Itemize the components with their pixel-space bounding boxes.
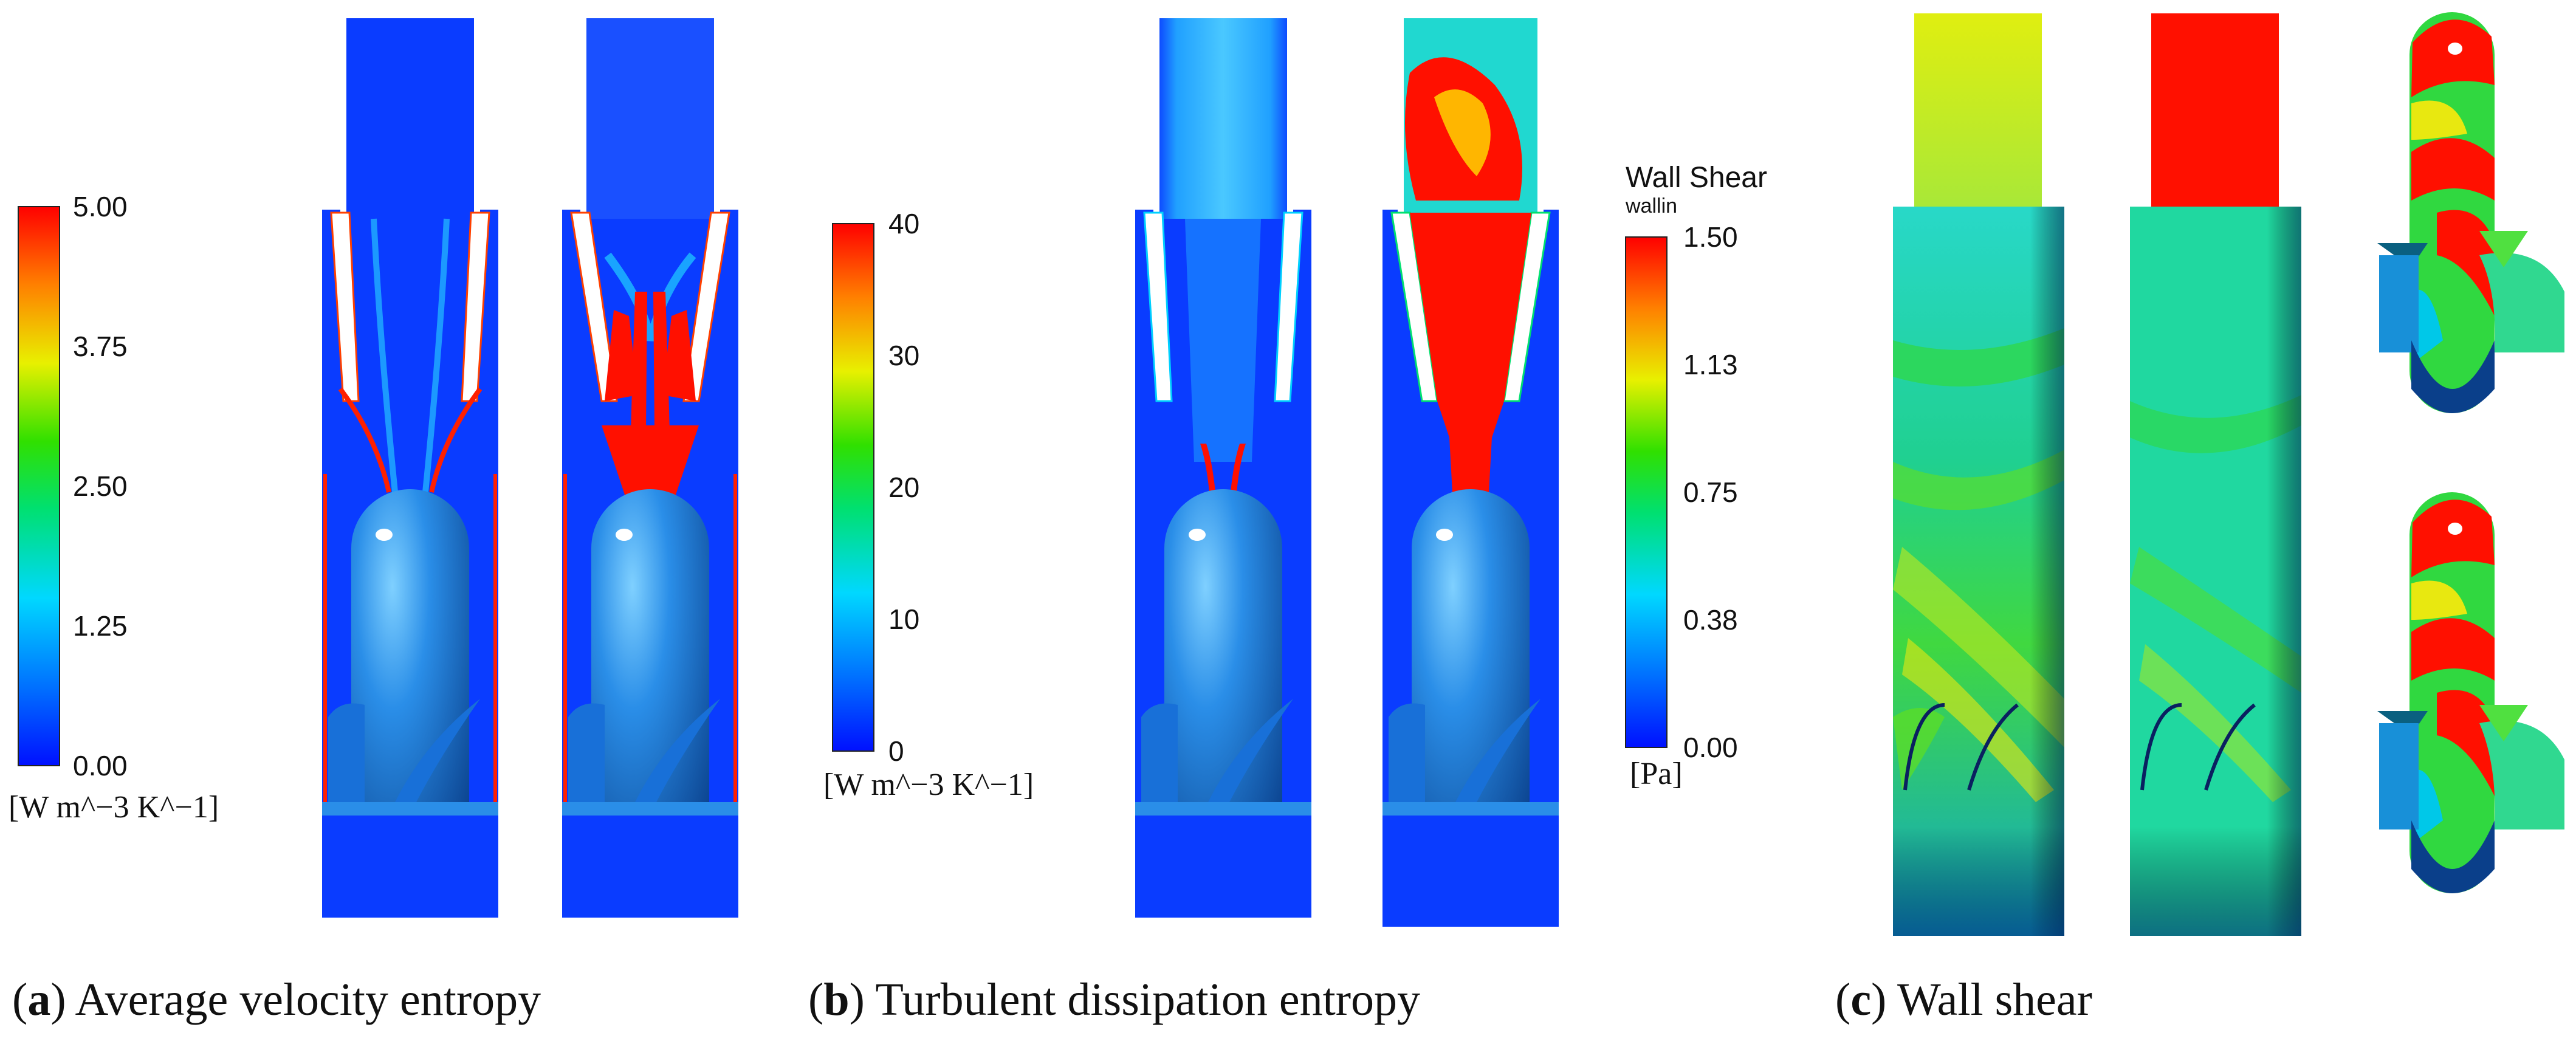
colorbar-b-unit: [W m^−3 K^−1]: [823, 768, 1034, 802]
colorbar-a-scale: [18, 206, 60, 766]
wall-shear-c-1: [1893, 13, 2064, 936]
caption-b-letter: b: [823, 974, 849, 1025]
contour-b-2: [1382, 18, 1559, 927]
caption-b-text: Turbulent dissipation entropy: [876, 974, 1421, 1025]
caption-a-text: Average velocity entropy: [75, 974, 541, 1025]
colorbar-c-subtitle: wallin: [1625, 194, 1677, 218]
colorbar-c-title: Wall Shear: [1626, 162, 1767, 194]
panel-b: 40 30 20 10 0 [W m^−3 K^−1]: [808, 18, 1559, 1025]
colorbar-c: Wall Shear wallin 1.50 1.13 0.75 0.38 0.…: [1625, 162, 1767, 791]
colorbar-b-tick: 0: [888, 735, 904, 767]
colorbar-c-tick: 0.38: [1683, 604, 1738, 636]
panel-c: Wall Shear wallin 1.50 1.13 0.75 0.38 0.…: [1625, 12, 2564, 1025]
colorbar-a-unit: [W m^−3 K^−1]: [9, 790, 219, 825]
contour-a-1: [322, 18, 498, 918]
caption-c-letter: c: [1850, 974, 1871, 1025]
colorbar-a-tick: 0.00: [73, 750, 128, 781]
caption-a-letter: a: [27, 974, 50, 1025]
colorbar-c-tick: 0.00: [1683, 732, 1738, 763]
panel-a: 5.00 3.75 2.50 1.25 0.00 [W m^−3 K^−1]: [9, 18, 738, 1025]
contour-a-2: [562, 18, 738, 918]
colorbar-c-tick: 1.13: [1683, 349, 1738, 380]
capsule-c-bottom: [2377, 492, 2564, 893]
colorbar-a: 5.00 3.75 2.50 1.25 0.00 [W m^−3 K^−1]: [9, 191, 219, 825]
colorbar-a-tick: 1.25: [73, 610, 128, 642]
colorbar-c-unit: [Pa]: [1630, 757, 1683, 791]
colorbar-b-tick: 20: [888, 472, 919, 503]
wall-shear-c-2: [2130, 13, 2301, 936]
colorbar-c-scale: [1625, 236, 1668, 748]
contour-b-1: [1135, 18, 1311, 918]
colorbar-a-tick: 2.50: [73, 470, 128, 502]
colorbar-c-tick: 1.50: [1683, 221, 1738, 253]
caption-b: (b) Turbulent dissipation entropy: [808, 974, 1420, 1025]
colorbar-b-scale: [832, 223, 874, 752]
caption-c: (c) Wall shear: [1835, 974, 2092, 1025]
capsule-c-top: [2377, 12, 2564, 413]
colorbar-b-tick: 30: [888, 340, 919, 371]
colorbar-b-tick: 10: [888, 603, 919, 635]
colorbar-a-tick: 3.75: [73, 331, 128, 362]
colorbar-a-tick: 5.00: [73, 191, 128, 222]
colorbar-b: 40 30 20 10 0 [W m^−3 K^−1]: [823, 208, 1034, 802]
caption-a: (a) Average velocity entropy: [12, 974, 541, 1025]
colorbar-c-tick: 0.75: [1683, 476, 1738, 508]
caption-c-text: Wall shear: [1897, 974, 2092, 1025]
colorbar-b-tick: 40: [888, 208, 919, 239]
